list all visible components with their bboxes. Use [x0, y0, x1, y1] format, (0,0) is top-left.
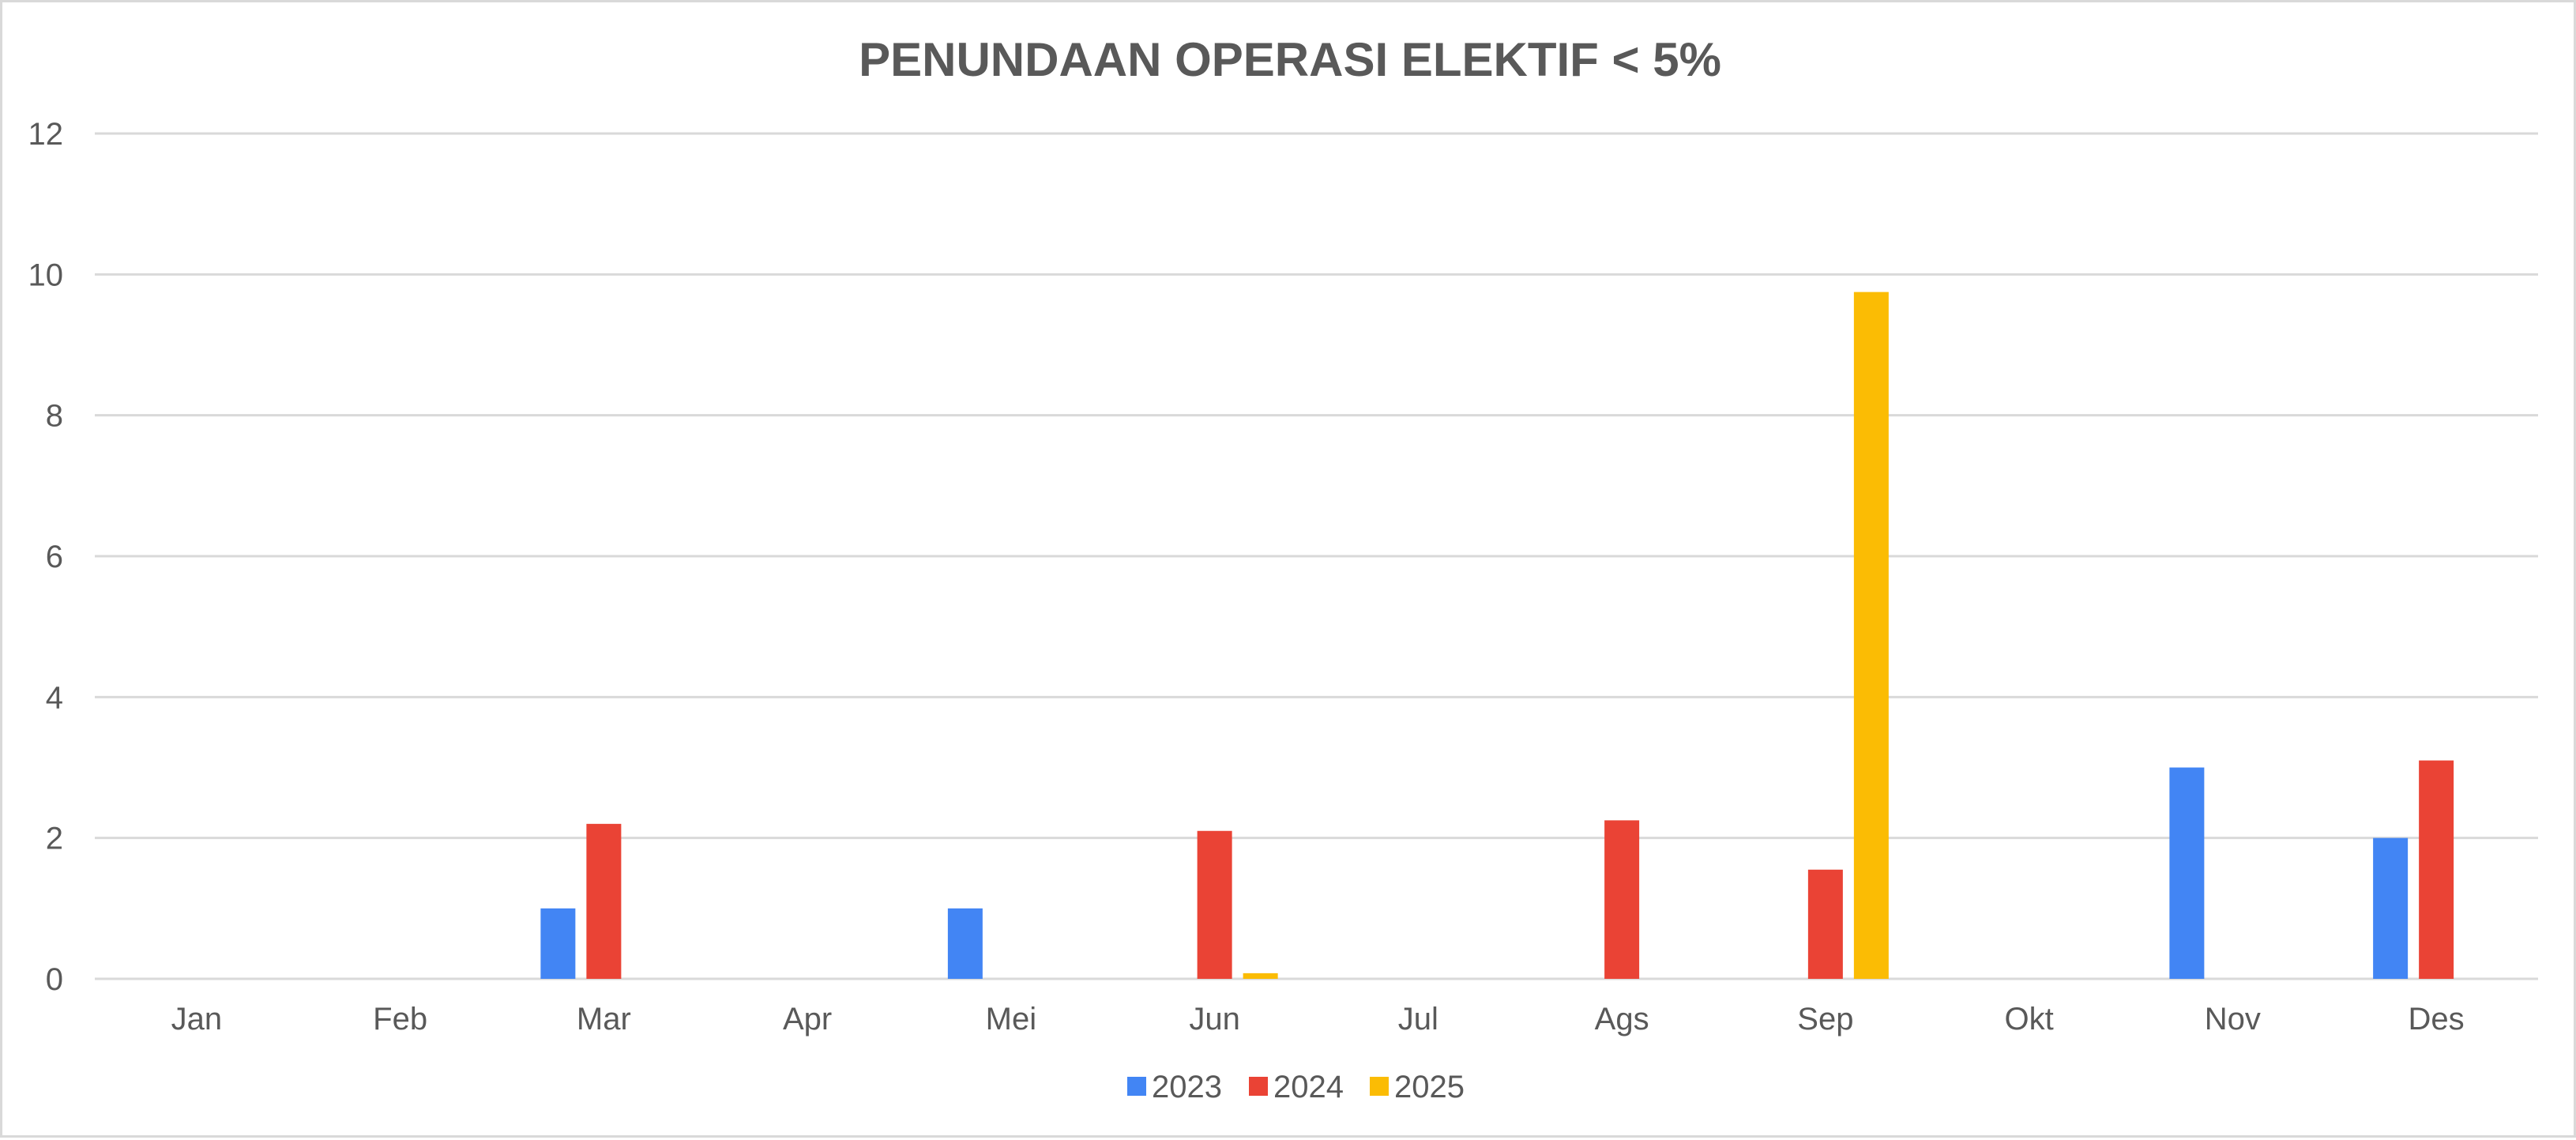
bar-2025-sep — [1853, 292, 1889, 979]
x-axis-ticks: Jan Feb Mar Apr Mei Jun Jul Ags Sep Okt Nov Des — [171, 1002, 2465, 1037]
y-tick-label: 4 — [46, 680, 63, 715]
y-tick-label: 0 — [46, 962, 63, 997]
legend-label-2024: 2024 — [1273, 1070, 1344, 1104]
gridlines — [95, 132, 2538, 980]
bar-2023-des — [2373, 837, 2409, 979]
legend-label-2023: 2023 — [1152, 1070, 1222, 1104]
bar-2023-mei — [947, 908, 983, 979]
x-tick-label-mar: Mar — [577, 1002, 631, 1037]
bar-2025-jun — [1243, 973, 1278, 979]
legend-label-2025: 2025 — [1394, 1070, 1465, 1104]
legend-swatch-2024 — [1249, 1077, 1268, 1096]
bar-2024-ags — [1604, 820, 1640, 979]
x-tick-label-sep: Sep — [1797, 1002, 1853, 1037]
x-tick-label-ags: Ags — [1595, 1002, 1649, 1037]
x-tick-label-apr: Apr — [783, 1002, 832, 1037]
chart-title: PENUNDAAN OPERASI ELEKTIF < 5% — [859, 33, 1721, 86]
y-tick-label: 2 — [46, 822, 63, 856]
y-tick-label: 8 — [46, 399, 63, 434]
x-tick-label-jul: Jul — [1398, 1002, 1438, 1037]
y-tick-label: 12 — [28, 117, 64, 152]
legend-swatch-2023 — [1127, 1077, 1146, 1096]
x-tick-label-feb: Feb — [373, 1002, 427, 1037]
x-tick-label-mei: Mei — [986, 1002, 1036, 1037]
bar-2024-des — [2419, 760, 2454, 979]
x-tick-label-jan: Jan — [171, 1002, 223, 1037]
y-axis-ticks: 0 2 4 6 8 10 12 — [28, 117, 64, 997]
legend-swatch-2025 — [1370, 1077, 1389, 1096]
x-tick-label-des: Des — [2409, 1002, 2465, 1037]
bar-2024-sep — [1807, 869, 1843, 979]
x-tick-label-nov: Nov — [2205, 1002, 2261, 1037]
bar-2024-mar — [586, 823, 622, 979]
bars — [540, 292, 2454, 979]
bar-2023-nov — [2169, 767, 2205, 979]
x-tick-label-jun: Jun — [1189, 1002, 1240, 1037]
bar-2024-jun — [1197, 830, 1232, 979]
y-tick-label: 6 — [46, 540, 63, 574]
x-tick-label-okt: Okt — [2005, 1002, 2054, 1037]
y-tick-label: 10 — [28, 258, 64, 292]
bar-2023-mar — [540, 908, 576, 979]
legend: 2023 2024 2025 — [1127, 1070, 1465, 1104]
